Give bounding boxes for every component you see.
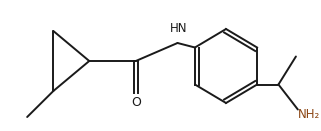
Text: HN: HN [170, 22, 187, 35]
Text: O: O [131, 97, 141, 110]
Text: NH₂: NH₂ [298, 108, 321, 121]
